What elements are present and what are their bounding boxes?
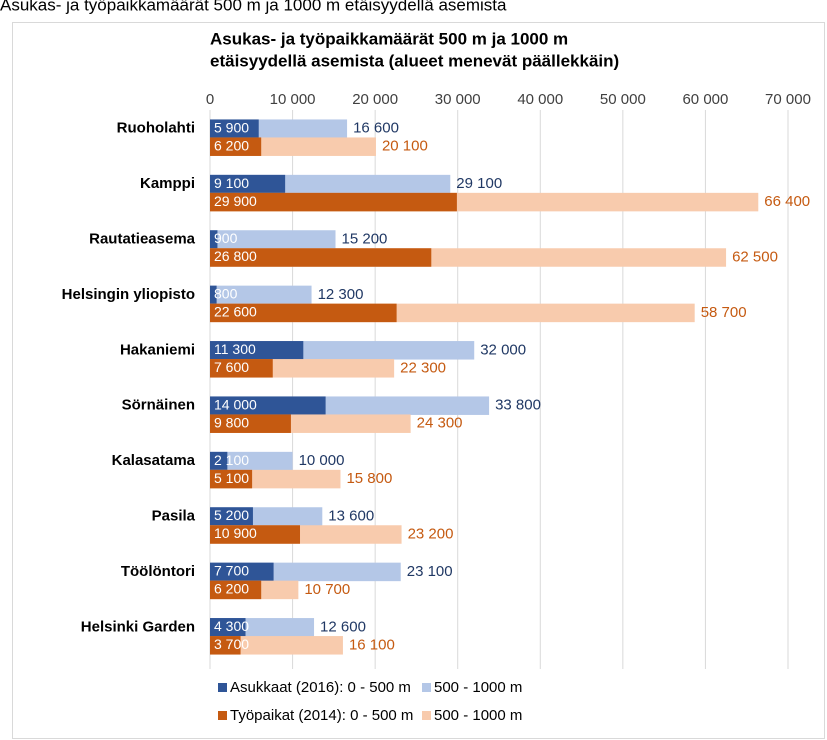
data-label: 24 300	[417, 415, 463, 432]
bar	[210, 636, 343, 655]
data-label: 14 000	[214, 396, 257, 412]
data-label: 5 900	[214, 119, 249, 135]
y-tick-label: Helsingin yliopisto	[62, 286, 195, 303]
bar	[210, 414, 291, 433]
x-tick-label: 0	[206, 91, 214, 108]
data-label: 12 600	[320, 618, 366, 635]
data-label: 16 600	[353, 120, 399, 137]
data-label: 20 100	[382, 138, 428, 155]
data-label: 5 200	[214, 507, 249, 523]
data-label: 16 100	[349, 636, 395, 653]
data-label: 22 300	[400, 359, 446, 376]
bar	[210, 119, 259, 138]
y-tick-label: Kalasatama	[112, 452, 196, 469]
bar	[210, 580, 262, 600]
bar	[210, 469, 253, 489]
bar	[210, 248, 432, 267]
x-tick-label: 50 000	[600, 91, 646, 108]
y-tick-label: Hakaniemi	[120, 341, 195, 358]
chart-frame	[12, 22, 825, 739]
bar	[210, 525, 301, 544]
data-label: 15 800	[346, 470, 392, 487]
x-tick-label: 40 000	[517, 91, 563, 108]
bar	[210, 192, 457, 212]
data-label: 12 300	[318, 286, 364, 303]
legend-marker	[422, 683, 431, 692]
x-tick-label: 70 000	[765, 91, 811, 108]
bar	[210, 341, 304, 360]
bar	[210, 137, 262, 156]
data-label: 29 900	[214, 193, 257, 209]
data-label: 6 200	[214, 137, 249, 153]
data-label: 10 700	[304, 581, 350, 598]
data-label: 23 100	[407, 563, 453, 580]
bar	[210, 562, 274, 582]
y-tick-label: Töölöntori	[121, 563, 195, 580]
y-tick-label: Kamppi	[140, 175, 195, 192]
legend-marker	[422, 711, 431, 720]
data-label: 7 700	[214, 563, 249, 579]
data-label: 26 800	[214, 248, 257, 264]
data-label: 11 300	[214, 341, 256, 357]
legend-marker	[218, 683, 227, 692]
data-label: 3 700	[214, 636, 249, 652]
legend-label: 500 - 1000 m	[434, 707, 522, 724]
data-label: 32 000	[480, 341, 526, 358]
chart-title: etäisyydellä asemista (alueet menevät pä…	[210, 51, 619, 70]
bar	[210, 359, 273, 378]
bar	[210, 507, 253, 526]
data-label: 15 200	[342, 230, 388, 247]
bar	[210, 174, 286, 194]
bar	[210, 396, 326, 415]
data-label: 66 400	[764, 193, 810, 210]
data-label: 10 000	[299, 452, 345, 469]
bar	[210, 285, 217, 305]
x-tick-label: 60 000	[682, 91, 728, 108]
x-tick-label: 10 000	[270, 91, 316, 108]
data-label: 58 700	[701, 304, 747, 321]
bar	[210, 451, 293, 471]
bar	[210, 636, 241, 655]
bar	[210, 618, 246, 637]
bar	[210, 303, 397, 323]
data-label: 9 100	[214, 175, 249, 191]
data-label: 10 900	[214, 525, 257, 541]
legend-marker	[218, 711, 227, 720]
data-label: 800	[214, 286, 238, 302]
data-label: 22 600	[214, 304, 257, 320]
data-label: 7 600	[214, 359, 249, 375]
y-tick-label: Sörnäinen	[122, 397, 195, 414]
x-tick-label: 30 000	[435, 91, 481, 108]
data-label: 6 200	[214, 581, 249, 597]
caption: Asukas- ja työpaikkamäärät 500 m ja 1000…	[0, 0, 507, 14]
data-label: 5 100	[214, 470, 249, 486]
bar	[210, 285, 312, 305]
data-label: 33 800	[495, 397, 541, 414]
data-label: 9 800	[214, 414, 249, 430]
data-label: 900	[214, 230, 238, 246]
y-tick-label: Ruoholahti	[117, 120, 195, 137]
data-label: 4 300	[214, 618, 249, 634]
y-tick-label: Helsinki Garden	[81, 618, 195, 635]
data-label: 23 200	[408, 525, 454, 542]
data-label: 29 100	[456, 175, 502, 192]
data-label: 2 100	[214, 452, 249, 468]
legend-label: Työpaikat (2014): 0 - 500 m	[230, 707, 413, 724]
y-tick-label: Rautatieasema	[89, 230, 196, 247]
bar	[210, 451, 228, 471]
legend-label: Asukkaat (2016): 0 - 500 m	[230, 679, 411, 696]
legend-label: 500 - 1000 m	[434, 679, 522, 696]
bar	[210, 230, 218, 249]
x-tick-label: 20 000	[352, 91, 398, 108]
chart-title: Asukas- ja työpaikkamäärät 500 m ja 1000…	[210, 29, 568, 48]
data-label: 62 500	[732, 248, 778, 265]
y-tick-label: Pasila	[152, 507, 196, 524]
data-label: 13 600	[328, 507, 374, 524]
bar	[210, 230, 336, 249]
